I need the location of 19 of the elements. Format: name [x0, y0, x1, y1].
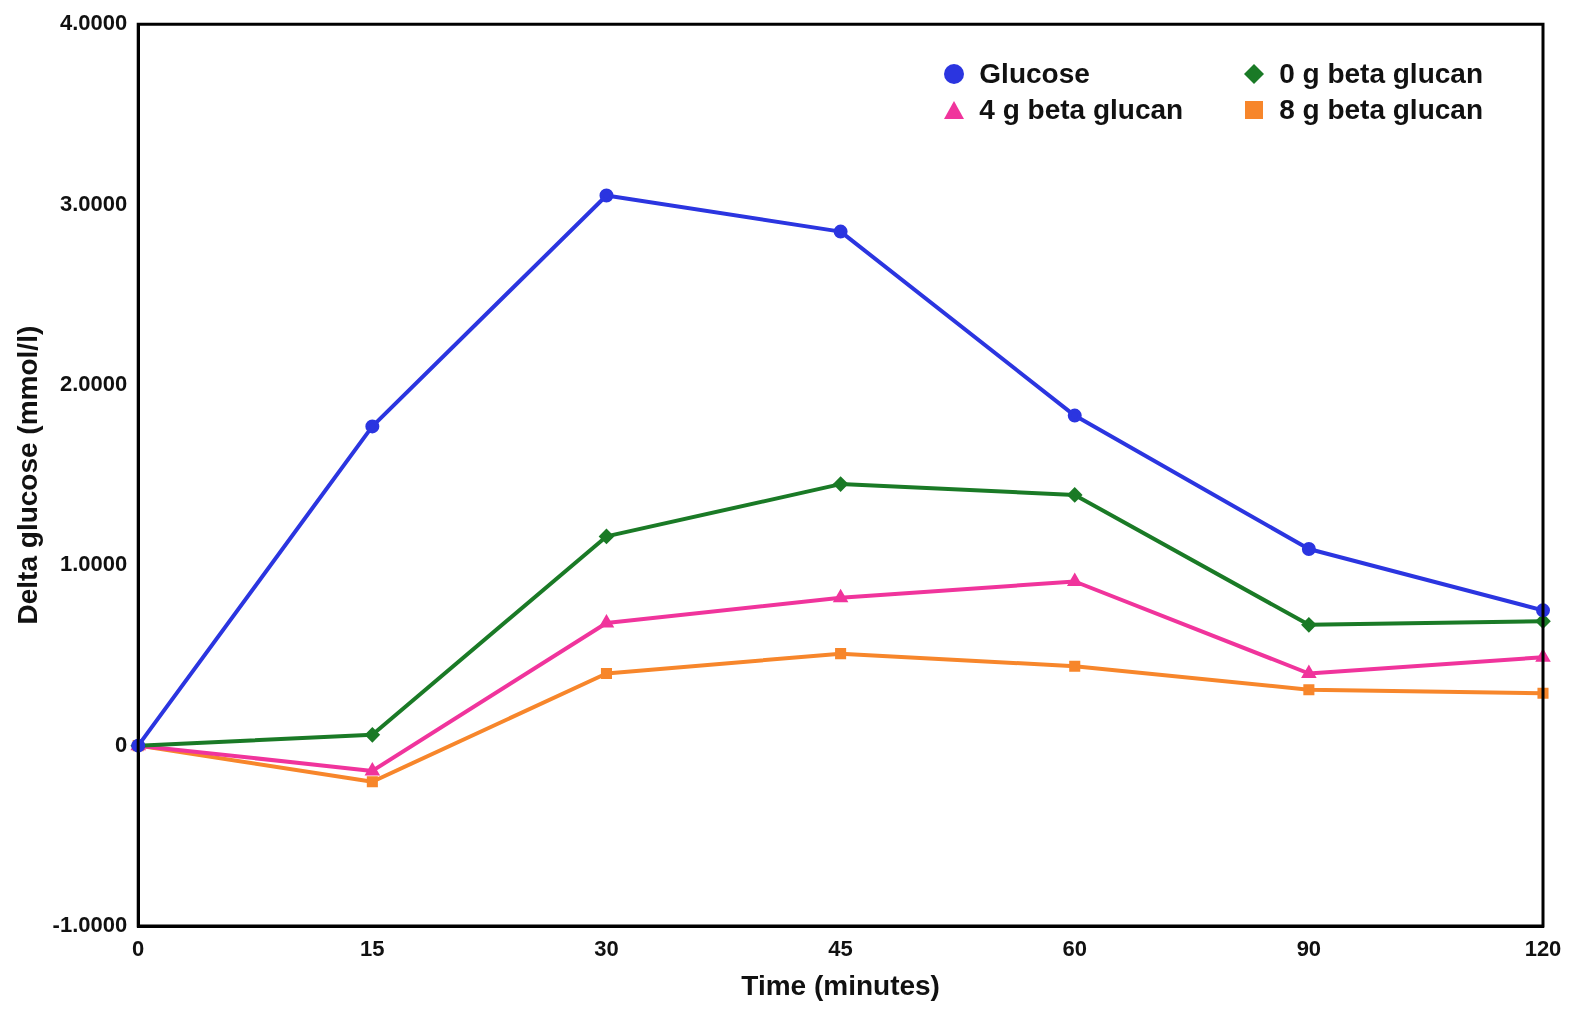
- x-tick-label: 30: [594, 936, 619, 962]
- x-tick-label: 90: [1296, 936, 1322, 962]
- y-axis-title: Delta glucose (mmol/l): [11, 325, 43, 625]
- x-tick-label: 60: [1062, 936, 1087, 962]
- legend-label: Glucose: [979, 58, 1090, 90]
- x-tick-label: 120: [1524, 936, 1562, 962]
- y-tick-label: 4.0000: [59, 10, 128, 36]
- y-tick-label: 2.0000: [59, 370, 128, 396]
- y-tick-label: 0: [114, 731, 128, 757]
- x-tick-label: 45: [828, 936, 853, 962]
- x-axis-title: Time (minutes): [741, 969, 940, 1001]
- legend-label: 4 g beta glucan: [979, 94, 1184, 126]
- y-tick-label: 3.0000: [59, 190, 128, 216]
- x-tick-label: 0: [132, 936, 145, 962]
- legend-label: 8 g beta glucan: [1279, 94, 1483, 126]
- y-tick-label: -1.0000: [52, 912, 128, 938]
- x-tick-label: 15: [360, 936, 385, 962]
- y-tick-label: 1.0000: [59, 551, 128, 577]
- legend-label: 0 g beta glucan: [1279, 58, 1483, 90]
